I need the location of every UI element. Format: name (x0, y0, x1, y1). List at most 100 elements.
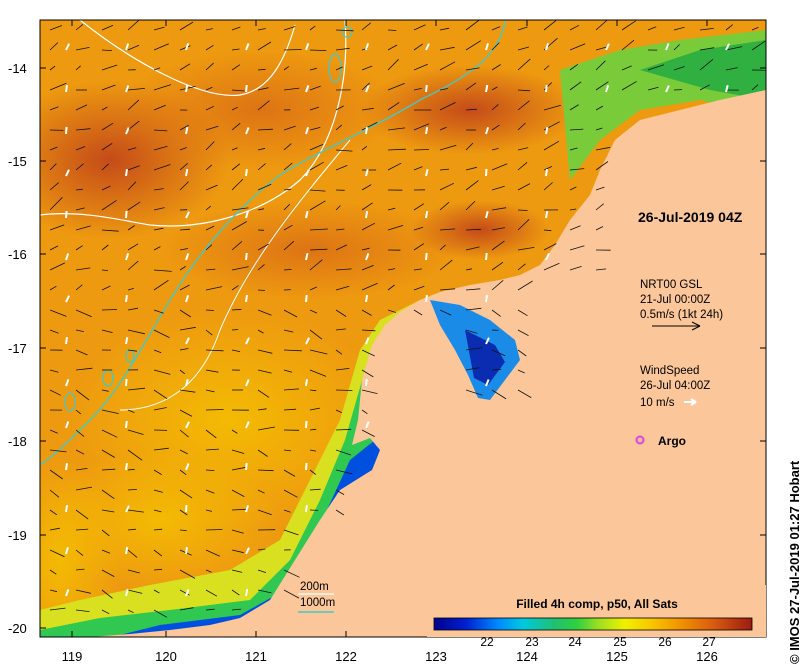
current-arrow (257, 28, 266, 31)
current-arrow (179, 45, 191, 51)
current-arrow (75, 47, 90, 51)
current-arrow (257, 489, 265, 494)
wind-arrow (485, 379, 490, 387)
current-arrow (361, 429, 375, 437)
current-arrow (361, 22, 371, 31)
current-arrow (595, 226, 604, 231)
current-arrow (413, 243, 425, 251)
current-arrow (127, 449, 143, 461)
current-arrow (179, 529, 187, 531)
current-arrow (257, 349, 273, 354)
current-arrow (75, 589, 91, 594)
current-arrow (335, 285, 350, 291)
current-arrow (335, 165, 348, 171)
wind-arrow (485, 210, 489, 219)
current-arrow (257, 449, 268, 457)
wind-arrow (125, 420, 128, 429)
current-arrow (465, 82, 477, 91)
current-arrow (49, 197, 63, 211)
current-arrow (179, 21, 194, 31)
wind-arrow (65, 210, 68, 219)
current-arrow (205, 429, 217, 439)
wind-arrow (725, 43, 730, 51)
current-arrow (647, 86, 659, 91)
wind-arrow (65, 379, 70, 387)
current-arrow (49, 182, 59, 191)
current-arrow (231, 569, 243, 573)
current-arrow (517, 309, 528, 317)
current-arrow (231, 449, 245, 454)
current-arrow (543, 65, 550, 71)
current-arrow (49, 329, 59, 334)
wind-arrow (245, 547, 250, 555)
current-arrow (127, 288, 134, 291)
current-arrow (543, 243, 557, 251)
wind-arrow (305, 462, 308, 471)
current-arrow (283, 369, 293, 373)
current-arrow (101, 142, 113, 151)
lat-tick-label: -16 (8, 247, 27, 262)
wind-vector-field (65, 42, 730, 597)
wind-arrow (305, 43, 310, 51)
lon-tick-label: 122 (335, 649, 357, 664)
current-arrow (49, 549, 65, 558)
wind-arrow (365, 210, 369, 219)
current-arrow (231, 147, 238, 151)
current-arrow (361, 329, 376, 332)
current-arrow (127, 468, 135, 471)
current-arrow (231, 308, 242, 311)
current-arrow (283, 269, 292, 271)
wind-arrow (245, 294, 248, 303)
current-arrow (101, 229, 119, 232)
current-arrow (283, 529, 299, 536)
current-arrow (127, 243, 139, 251)
current-arrow (673, 44, 680, 51)
current-arrow (465, 108, 477, 111)
current-arrow (465, 288, 481, 291)
current-arrow (231, 64, 241, 71)
current-arrow (439, 46, 455, 51)
current-arrow (699, 58, 714, 71)
current-arrow (491, 240, 505, 251)
current-arrow (49, 163, 57, 171)
current-arrow (101, 409, 119, 414)
current-arrow (153, 549, 163, 557)
current-arrow (751, 40, 766, 51)
current-arrow (465, 246, 480, 251)
current-arrow (569, 168, 585, 171)
current-arrow (517, 26, 528, 31)
current-arrow (439, 102, 456, 111)
current-arrow (335, 29, 354, 32)
wind-arrow (425, 126, 429, 135)
current-arrow (335, 328, 346, 331)
current-arrow (75, 309, 92, 318)
current-arrow (127, 329, 145, 335)
current-arrow (465, 389, 483, 396)
current-arrow (127, 165, 140, 171)
colorbar-tick: 24 (568, 635, 582, 649)
wind-arrow (545, 210, 549, 219)
argo-legend: Argo (635, 434, 686, 448)
current-arrow (413, 226, 424, 231)
land-mass (40, 90, 766, 637)
current-arrow (465, 367, 480, 371)
current-arrow (179, 86, 196, 91)
wind-arrow (365, 337, 370, 345)
current-legend-source: NRT00 GSL (640, 279, 703, 291)
wind-arrow (125, 210, 128, 219)
current-arrow (413, 88, 422, 91)
current-arrow (179, 248, 189, 251)
current-arrow (231, 489, 245, 497)
current-arrow (439, 61, 456, 71)
wind-arrow (65, 253, 70, 261)
current-arrow (205, 389, 215, 393)
current-arrow (75, 449, 85, 455)
wind-arrow (185, 546, 188, 555)
current-arrow (361, 122, 378, 131)
wind-arrow (665, 85, 670, 93)
current-arrow (517, 100, 530, 111)
argo-label: Argo (658, 434, 686, 448)
wind-arrow (185, 168, 189, 177)
current-arrow (283, 240, 295, 251)
current-arrow (465, 142, 474, 151)
